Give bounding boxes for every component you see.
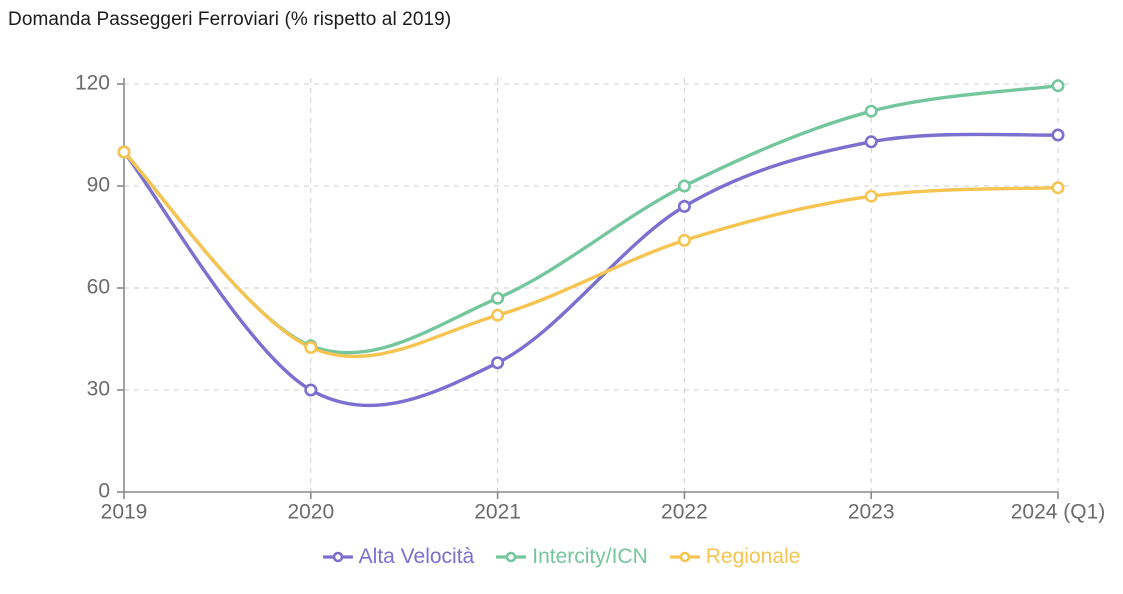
x-tick-label: 2021 — [474, 500, 521, 523]
legend-marker-icon — [322, 551, 353, 563]
series-lines — [122, 84, 1060, 408]
series-data-point[interactable] — [304, 340, 318, 354]
x-tick-label: 2020 — [287, 500, 334, 523]
legend-dot — [679, 551, 691, 563]
series-line — [122, 132, 1060, 408]
series-data-point[interactable] — [1051, 128, 1065, 142]
series-data-point[interactable] — [1051, 79, 1065, 93]
y-axis-tick-labels: 0 30 60 90 120 — [75, 72, 110, 503]
y-tick-label: 120 — [75, 72, 110, 95]
legend-marker-icon — [496, 551, 527, 563]
chart-title: Domanda Passeggeri Ferroviari (% rispett… — [8, 9, 452, 30]
legend-item[interactable]: Intercity/ICN — [496, 545, 648, 569]
x-tick-label: 2023 — [848, 500, 895, 523]
series-data-point[interactable] — [677, 233, 691, 247]
legend-item[interactable]: Alta Velocità — [322, 545, 475, 569]
y-tick-label: 60 — [87, 276, 110, 299]
gridlines — [124, 78, 1072, 492]
x-tick-label: 2024 (Q1) — [1011, 500, 1106, 523]
series-data-point[interactable] — [491, 356, 505, 370]
series-data-point[interactable] — [864, 189, 878, 203]
y-tick-label: 90 — [87, 174, 110, 197]
series-line — [122, 150, 1060, 359]
series-data-point[interactable] — [304, 383, 318, 397]
series-data-point[interactable] — [677, 199, 691, 213]
series-data-point[interactable] — [677, 179, 691, 193]
legend-item-label: Regionale — [705, 545, 801, 568]
series-data-point[interactable] — [491, 308, 505, 322]
x-axis-tick-labels: 2019 2020 2021 2022 2023 2024 (Q1) — [101, 500, 1106, 523]
x-tick-label: 2019 — [101, 500, 148, 523]
legend-marker-icon — [669, 551, 700, 563]
y-tick-label: 0 — [98, 480, 110, 503]
series-data-point[interactable] — [117, 145, 131, 159]
axes — [117, 78, 1059, 499]
y-tick-label: 30 — [87, 378, 110, 401]
legend-item-label: Intercity/ICN — [532, 545, 648, 568]
legend-item[interactable]: Regionale — [669, 545, 801, 569]
x-tick-label: 2022 — [661, 500, 708, 523]
legend-dot — [505, 551, 517, 563]
series-data-point[interactable] — [864, 104, 878, 118]
series-data-point[interactable] — [491, 291, 505, 305]
legend-item-label: Alta Velocità — [358, 545, 475, 568]
series-data-point[interactable] — [1051, 181, 1065, 195]
legend-dot — [332, 551, 343, 563]
series-markers — [117, 79, 1065, 397]
chart-legend: Alta Velocità Intercity/ICN Regionale — [0, 545, 1123, 569]
series-data-point[interactable] — [864, 135, 878, 149]
